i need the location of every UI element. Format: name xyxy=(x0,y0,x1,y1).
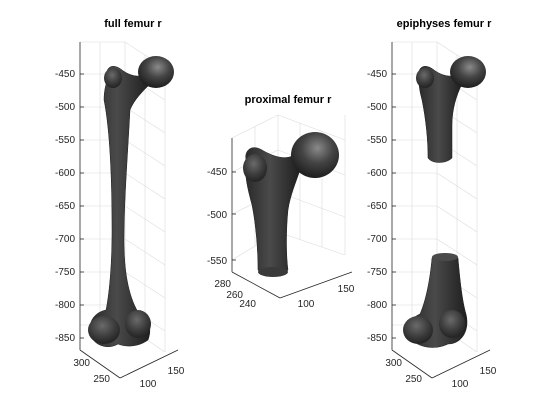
femur-epiphyses-shape xyxy=(403,56,486,348)
x-tick-label: 150 xyxy=(338,284,355,295)
femoral-head xyxy=(291,132,339,178)
femoral-head xyxy=(138,56,174,88)
panel-title: epiphyses femur r xyxy=(397,18,492,30)
z-tick-label: -600 xyxy=(367,168,387,179)
panel-full-femur: full femur r -450 -500 -5 xyxy=(55,18,185,390)
y-axis xyxy=(231,271,281,299)
y-tick-label: 250 xyxy=(93,374,110,385)
y-tick-label: 300 xyxy=(385,358,402,369)
z-tick-label: -750 xyxy=(367,267,387,278)
panel-epiphyses-femur: epiphyses femur r -450 -500 -550 - xyxy=(367,18,497,390)
z-tick-labels: -450 -500 -550 -600 -650 -700 -750 -800 … xyxy=(367,69,387,344)
z-tick-label: -600 xyxy=(55,168,75,179)
z-tick-label: -700 xyxy=(367,234,387,245)
z-tick-label: -500 xyxy=(55,102,75,113)
z-tick-label: -800 xyxy=(367,300,387,311)
greater-trochanter xyxy=(243,154,267,182)
z-tick-label: -800 xyxy=(55,300,75,311)
x-tick-label: 100 xyxy=(452,379,469,390)
femoral-head xyxy=(450,56,486,88)
z-tick-labels: -450 -500 -550 -600 -650 -700 -750 -800 … xyxy=(55,69,75,344)
femur-proximal-shape xyxy=(243,132,339,277)
greater-trochanter xyxy=(104,68,122,88)
x-axis xyxy=(431,349,491,379)
y-axis xyxy=(391,349,433,379)
distal-cut-face xyxy=(432,253,458,261)
x-tick-label: 150 xyxy=(480,366,497,377)
x-axis xyxy=(119,349,179,379)
y-tick-label: 240 xyxy=(239,299,256,310)
y-tick-label: 300 xyxy=(73,358,90,369)
z-tick-label: -500 xyxy=(367,102,387,113)
y-axis xyxy=(79,349,121,379)
z-tick-label: -550 xyxy=(207,256,227,267)
z-tick-label: -450 xyxy=(207,167,227,178)
z-tick-label: -650 xyxy=(367,201,387,212)
panel-proximal-femur: proximal femur r -450 -500 -550 280 260 … xyxy=(207,94,355,310)
x-axis xyxy=(279,271,353,299)
medial-condyle xyxy=(403,316,433,344)
z-tick-label: -450 xyxy=(367,69,387,80)
y-tick-label: 250 xyxy=(405,374,422,385)
x-tick-label: 100 xyxy=(298,299,315,310)
y-tick-label: 260 xyxy=(226,290,243,301)
x-tick-label: 150 xyxy=(168,366,185,377)
panel-title: full femur r xyxy=(104,18,162,30)
z-tick-label: -550 xyxy=(55,135,75,146)
z-tick-label: -450 xyxy=(55,69,75,80)
z-tick-label: -750 xyxy=(55,267,75,278)
z-tick-label: -650 xyxy=(55,201,75,212)
lateral-condyle xyxy=(125,310,151,338)
z-tick-label: -850 xyxy=(367,333,387,344)
greater-trochanter xyxy=(416,68,434,88)
z-tick-label: -550 xyxy=(367,135,387,146)
medial-condyle xyxy=(88,316,120,344)
z-tick-label: -700 xyxy=(55,234,75,245)
shaft-cut-face xyxy=(258,267,288,277)
panel-title: proximal femur r xyxy=(245,94,333,106)
z-tick-label: -500 xyxy=(207,210,227,221)
lateral-condyle xyxy=(439,310,465,338)
x-tick-label: 100 xyxy=(140,379,157,390)
y-tick-label: 280 xyxy=(214,279,231,290)
z-tick-label: -850 xyxy=(55,333,75,344)
proximal-epiphysis xyxy=(418,66,463,163)
femur-full-shape xyxy=(88,56,174,347)
